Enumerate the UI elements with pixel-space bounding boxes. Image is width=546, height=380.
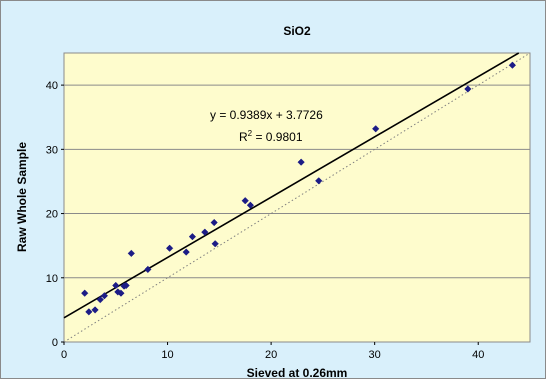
r-squared-prefix: R [239,130,248,144]
x-tick-label: 20 [265,349,277,361]
y-tick-label: 0 [52,337,58,349]
data-point [100,292,109,300]
x-tick-label: 0 [61,349,67,361]
chart-title: SiO2 [283,24,311,38]
data-point [96,295,104,304]
data-point [91,306,99,314]
data-point [464,85,472,93]
data-point [182,248,190,256]
data-point [372,125,380,133]
data-point [127,249,135,258]
data-point [188,233,197,241]
data-point [81,289,89,297]
y-tick-label: 20 [46,209,58,221]
data-point [508,61,517,69]
r-squared-label: R2 = 0.9801 [239,129,303,144]
data-point [210,218,218,227]
trendline-equation: y = 0.9389x + 3.7726 [210,108,323,122]
data-point [122,281,130,290]
x-axis-title: Sieved at 0.26mm [247,366,348,380]
data-point [117,289,125,297]
y-tick-label: 40 [46,80,58,92]
r-squared-value: = 0.9801 [252,130,303,144]
data-point [85,308,93,316]
x-tick-label: 10 [161,349,173,361]
data-point [112,281,120,290]
x-axis-ticks: 0 10 20 30 40 [61,342,484,361]
y-axis-ticks: 0 10 20 30 40 [46,80,64,349]
y-axis-title: Raw Whole Sample [15,142,29,252]
data-point [201,228,209,236]
trendline-layer [63,52,520,319]
trendline [63,52,520,319]
data-point [241,197,249,205]
y-tick-label: 10 [46,273,58,285]
gridlines [64,84,530,279]
r-squared-exponent: 2 [248,129,253,138]
data-point [246,201,255,209]
reference-line [63,52,531,343]
x-tick-label: 30 [369,349,381,361]
reference-line-layer [63,52,531,343]
data-point [297,158,305,166]
x-tick-label: 40 [472,349,484,361]
y-tick-label: 30 [46,144,58,156]
data-point [165,244,174,252]
data-point [144,265,152,274]
data-point [315,177,323,185]
data-point [211,240,219,248]
data-points [81,61,517,316]
